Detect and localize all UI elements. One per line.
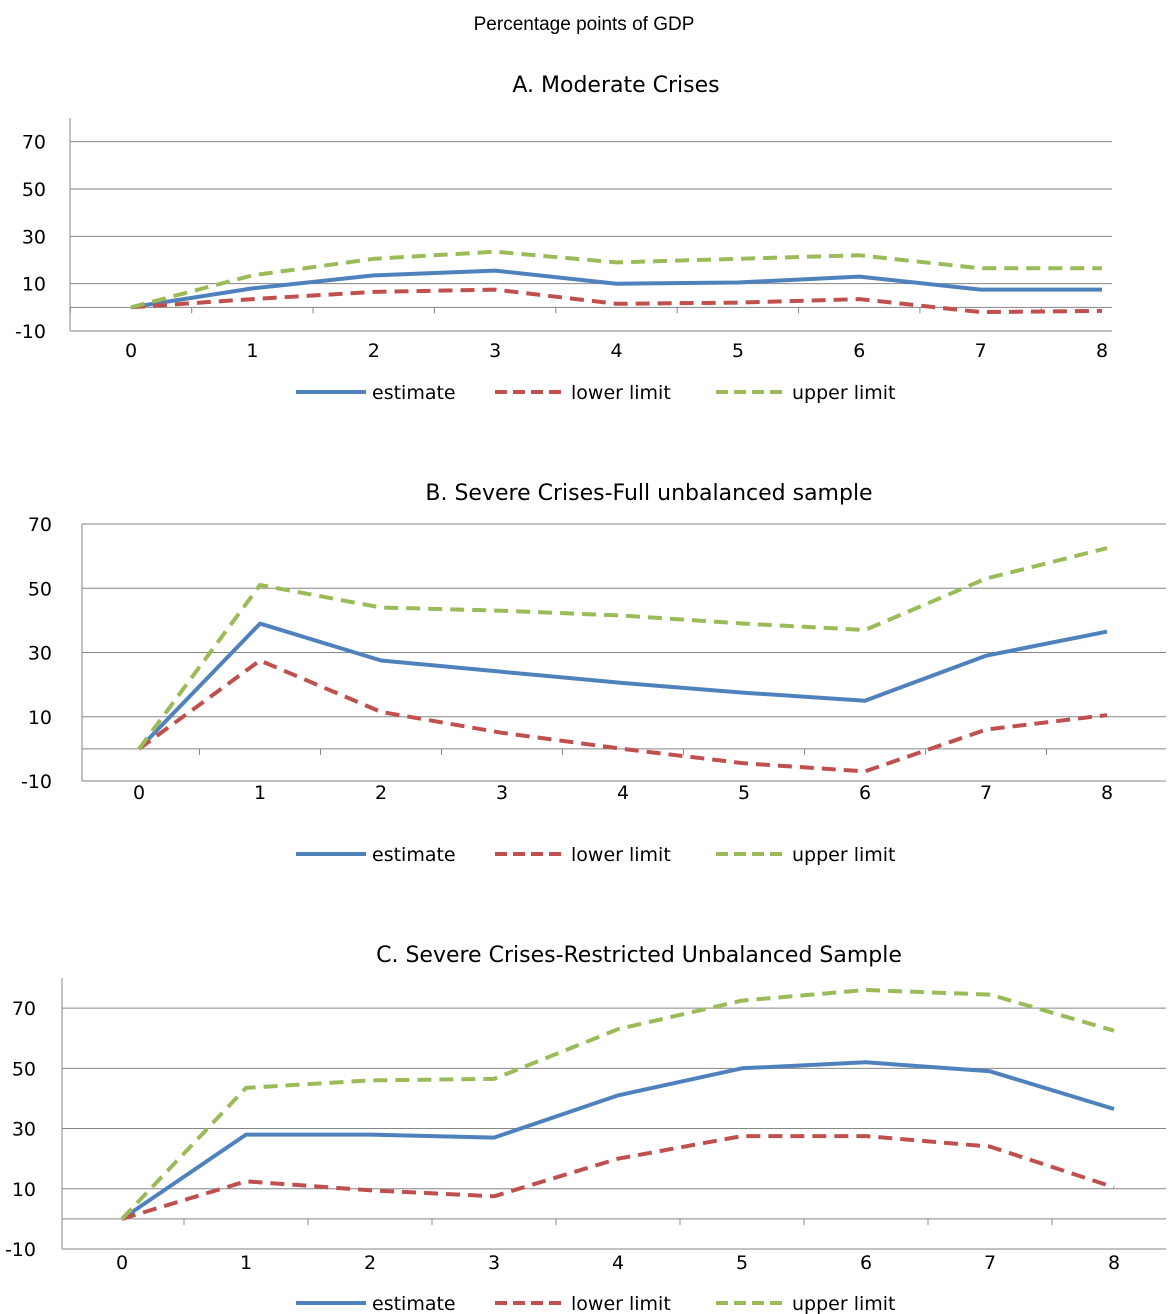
x-tick-label: 4 [612, 1252, 624, 1274]
x-tick-label: 3 [496, 782, 508, 804]
y-tick-label: 70 [22, 132, 46, 154]
chart-title: C. Severe Crises-Restricted Unbalanced S… [376, 943, 902, 968]
y-tick-label: -10 [5, 1239, 36, 1261]
series-line-lower-limit [121, 1134, 1115, 1221]
legend-label-lower-limit: lower limit [571, 382, 671, 404]
series-line-upper-limit [130, 249, 1102, 310]
y-tick-label: 30 [28, 643, 52, 665]
legend-label-upper-limit: upper limit [792, 1293, 896, 1314]
legend-label-estimate: estimate [372, 844, 456, 866]
series-line-estimate [120, 1060, 1115, 1221]
legend-label-estimate: estimate [372, 382, 456, 404]
x-tick-label: 1 [254, 782, 266, 804]
series-line-estimate [137, 621, 1108, 751]
page-title: Percentage points of GDP [473, 14, 695, 35]
y-tick-label: 50 [12, 1058, 36, 1080]
chart-title: A. Moderate Crises [512, 73, 719, 98]
x-tick-label: 1 [240, 1252, 252, 1274]
x-tick-label: 6 [853, 340, 865, 362]
x-tick-label: 8 [1101, 782, 1113, 804]
x-tick-label: 0 [125, 340, 137, 362]
y-tick-label: 50 [22, 179, 46, 201]
x-tick-label: 4 [617, 782, 629, 804]
x-tick-label: 5 [732, 340, 744, 362]
series-line-upper-limit [137, 546, 1108, 751]
x-tick-label: 3 [488, 1252, 500, 1274]
legend-label-upper-limit: upper limit [792, 844, 896, 866]
y-tick-label: 10 [12, 1179, 36, 1201]
y-tick-label: 70 [12, 998, 36, 1020]
x-tick-label: 3 [489, 340, 501, 362]
chart-b: B. Severe Crises-Full unbalanced sample -… [21, 481, 1166, 866]
x-tick-label: 6 [860, 1252, 872, 1274]
x-tick-label: 2 [364, 1252, 376, 1274]
x-tick-label: 5 [738, 782, 750, 804]
series-line-lower-limit [130, 287, 1103, 315]
x-tick-label: 1 [246, 340, 258, 362]
legend-label-upper-limit: upper limit [792, 382, 896, 404]
y-tick-label: -10 [21, 771, 52, 793]
y-tick-label: 70 [28, 514, 52, 536]
x-tick-label: 0 [133, 782, 145, 804]
x-tick-label: 7 [984, 1252, 996, 1274]
y-tick-label: 30 [12, 1119, 36, 1141]
x-tick-label: 5 [736, 1252, 748, 1274]
x-tick-label: 7 [980, 782, 992, 804]
legend-label-lower-limit: lower limit [571, 1293, 671, 1314]
x-tick-label: 8 [1096, 340, 1108, 362]
x-tick-label: 0 [116, 1252, 128, 1274]
legend-label-estimate: estimate [372, 1293, 456, 1314]
y-tick-label: 10 [22, 274, 46, 296]
y-tick-label: -10 [15, 321, 46, 343]
x-tick-label: 2 [368, 340, 380, 362]
series-line-estimate [130, 268, 1102, 310]
x-tick-label: 6 [859, 782, 871, 804]
series-line-upper-limit [120, 988, 1115, 1221]
x-tick-label: 8 [1108, 1252, 1120, 1274]
y-tick-label: 10 [28, 707, 52, 729]
y-tick-label: 30 [22, 226, 46, 248]
chart-a: A. Moderate Crises -10 10 30 50 70 0 1 2 3 4 5 6 7 8 es… [15, 73, 1112, 404]
x-tick-label: 2 [375, 782, 387, 804]
chart-title: B. Severe Crises-Full unbalanced sample [425, 481, 872, 506]
x-tick-label: 4 [610, 340, 622, 362]
legend-label-lower-limit: lower limit [571, 844, 671, 866]
y-tick-label: 50 [28, 578, 52, 600]
x-tick-label: 7 [975, 340, 987, 362]
